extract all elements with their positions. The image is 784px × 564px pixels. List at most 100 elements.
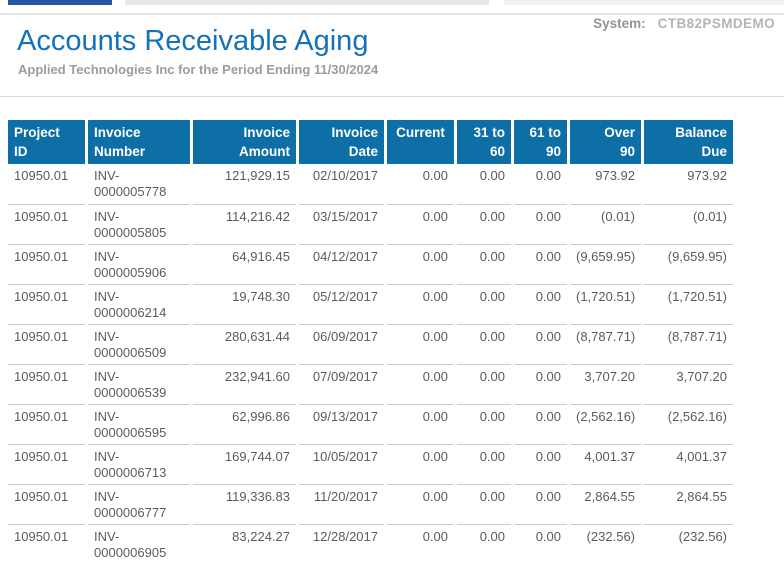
cell-current: 0.00 (387, 364, 454, 404)
cell-over_90: (8,787.71) (570, 324, 641, 364)
cell-invoice_number: INV- 0000006214 (88, 284, 190, 324)
table-row: 10950.01 INV- 0000005805 114,216.42 03/15/20… (8, 204, 733, 244)
cell-balance_due: (2,562.16) (644, 404, 733, 444)
cell-balance_due: (232.56) (644, 524, 733, 564)
page-subtitle: Applied Technologies Inc for the Period … (18, 62, 379, 77)
cell-invoice_number: INV- 0000006595 (88, 404, 190, 444)
cell-project_id: 10950.01 (8, 524, 85, 564)
cell-invoice_amount: 62,996.86 (193, 404, 296, 444)
cell-project_id: 10950.01 (8, 244, 85, 284)
cell-invoice_amount: 232,941.60 (193, 364, 296, 404)
cell-days_31_60: 0.00 (457, 324, 511, 364)
cell-invoice_date: 03/15/2017 (299, 204, 384, 244)
cell-balance_due: (8,787.71) (644, 324, 733, 364)
cell-days_61_90: 0.00 (514, 204, 567, 244)
tab-bar (0, 0, 784, 16)
cell-invoice_number: INV- 0000005778 (94, 168, 167, 199)
cell-invoice_number: INV- 0000006905 (88, 524, 190, 564)
table-row: 10950.01 INV- 0000006539 232,941.60 07/09/20… (8, 364, 733, 404)
cell-project_id: 10950.01 (14, 168, 69, 183)
table-row: 10950.01 INV- 0000006713 169,744.07 10/05/20… (8, 444, 733, 484)
cell-days_31_60: 0.00 (457, 444, 511, 484)
cell-days_61_90: 0.00 (514, 324, 567, 364)
cell-over_90: (1,720.51) (570, 284, 641, 324)
table-body: 10950.01 INV- 0000005778 121,929.15 02/10/20… (8, 164, 733, 564)
table-row: 10950.01 INV- 0000006214 19,748.30 05/12/201… (8, 284, 733, 324)
cell-invoice_date: 04/12/2017 (299, 244, 384, 284)
cell-balance_due: 2,864.55 (644, 484, 733, 524)
cell-invoice_date: 11/20/2017 (299, 484, 384, 524)
cell-balance_due: (9,659.95) (644, 244, 733, 284)
column-header-days_61_90: 61 to 90 (514, 120, 567, 164)
cell-project_id: 10950.01 (8, 404, 85, 444)
table-row: 10950.01 INV- 0000006777 119,336.83 11/20/20… (8, 484, 733, 524)
cell-days_61_90: 0.00 (514, 444, 567, 484)
table-row: 10950.01 INV- 0000005906 64,916.45 04/12/201… (8, 244, 733, 284)
column-header-invoice_date: Invoice Date (299, 120, 384, 164)
cell-invoice_date: 06/09/2017 (299, 324, 384, 364)
cell-project_id: 10950.01 (8, 484, 85, 524)
cell-over_90: 3,707.20 (570, 364, 641, 404)
cell-invoice_number: INV- 0000005805 (88, 204, 190, 244)
cell-days_61_90: 0.00 (514, 244, 567, 284)
cell-current: 0.00 (387, 284, 454, 324)
cell-project_id: 10950.01 (8, 324, 85, 364)
cell-current: 0.00 (387, 524, 454, 564)
table-head: Project ID Invoice Number Invoice Amount In… (8, 120, 733, 164)
cell-invoice_date: 12/28/2017 (299, 524, 384, 564)
cell-invoice_amount: 83,224.27 (193, 524, 296, 564)
cell-invoice_number: INV- 0000006509 (88, 324, 190, 364)
table-container: Project ID Invoice Number Invoice Amount In… (5, 120, 736, 564)
cell-invoice_amount: 119,336.83 (193, 484, 296, 524)
cell-invoice_amount: 121,929.15 (224, 168, 290, 183)
cell-over_90: (232.56) (570, 524, 641, 564)
cell-balance_due: 973.92 (687, 168, 727, 183)
cell-days_61_90: 0.00 (514, 364, 567, 404)
cell-days_31_60: 0.00 (457, 244, 511, 284)
cell-over_90: (0.01) (570, 204, 641, 244)
cell-balance_due: 4,001.37 (644, 444, 733, 484)
cell-invoice_amount: 19,748.30 (193, 284, 296, 324)
cell-project_id: 10950.01 (8, 444, 85, 484)
cell-days_61_90: 0.00 (535, 168, 561, 183)
cell-days_31_60: 0.00 (457, 364, 511, 404)
header-divider (0, 96, 784, 97)
cell-project_id: 10950.01 (8, 364, 85, 404)
cell-days_61_90: 0.00 (514, 284, 567, 324)
column-header-invoice_number: Invoice Number (88, 120, 190, 164)
cell-current: 0.00 (387, 324, 454, 364)
cell-days_31_60: 0.00 (457, 404, 511, 444)
cell-balance_due: (0.01) (644, 204, 733, 244)
cell-over_90: (9,659.95) (570, 244, 641, 284)
table-row: 10950.01 INV- 0000006509 280,631.44 06/09/20… (8, 324, 733, 364)
cell-over_90: (2,562.16) (570, 404, 641, 444)
cell-invoice_date: 10/05/2017 (299, 444, 384, 484)
cell-current: 0.00 (387, 444, 454, 484)
cell-current: 0.00 (387, 244, 454, 284)
table-row: 10950.01 INV- 0000005778 121,929.15 02/10/20… (8, 164, 733, 204)
column-header-days_31_60: 31 to 60 (457, 120, 511, 164)
cell-current: 0.00 (387, 404, 454, 444)
inactive-tab-segment[interactable] (125, 0, 489, 5)
cell-days_31_60: 0.00 (457, 204, 511, 244)
cell-invoice_number: INV- 0000005906 (88, 244, 190, 284)
cell-current: 0.00 (387, 204, 454, 244)
cell-project_id: 10950.01 (8, 284, 85, 324)
cell-invoice_amount: 114,216.42 (193, 204, 296, 244)
system-info: System: CTB82PSMDEMO (593, 16, 775, 31)
cell-days_61_90: 0.00 (514, 404, 567, 444)
cell-days_31_60: 0.00 (479, 168, 505, 183)
system-label: System: (593, 16, 646, 31)
cell-invoice_date: 09/13/2017 (299, 404, 384, 444)
cell-days_61_90: 0.00 (514, 524, 567, 564)
cell-current: 0.00 (422, 168, 448, 183)
cell-invoice_amount: 64,916.45 (193, 244, 296, 284)
cell-invoice_date: 07/09/2017 (299, 364, 384, 404)
header-row: Project ID Invoice Number Invoice Amount In… (8, 120, 733, 164)
top-divider (0, 13, 784, 15)
inactive-tab-segment-2[interactable] (504, 0, 784, 5)
column-header-over_90: Over 90 (570, 120, 641, 164)
cell-invoice_amount: 169,744.07 (193, 444, 296, 484)
cell-project_id: 10950.01 (8, 204, 85, 244)
active-tab-indicator[interactable] (8, 0, 112, 5)
